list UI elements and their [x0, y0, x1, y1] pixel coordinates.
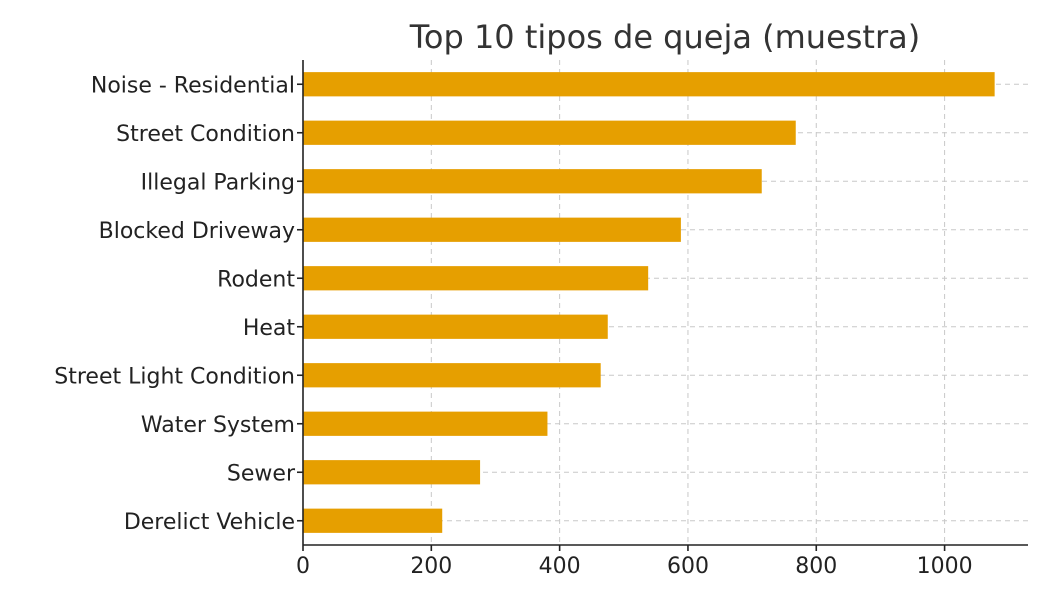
category-label: Heat — [243, 316, 296, 341]
x-axis-ticks: 0 200 400 600 800 1000 — [296, 83, 973, 579]
x-tick-label: 1000 — [917, 554, 973, 579]
bar — [303, 72, 995, 97]
category-label: Illegal Parking — [141, 170, 295, 195]
bar — [303, 363, 601, 388]
category-label: Blocked Driveway — [99, 219, 295, 244]
category-label: Rodent — [217, 267, 295, 292]
bar — [303, 508, 443, 533]
bar — [303, 411, 548, 436]
bars — [303, 72, 995, 533]
category-label: Street Condition — [116, 122, 295, 147]
x-tick-label: 200 — [410, 554, 452, 579]
x-tick-label: 800 — [795, 554, 837, 579]
x-tick-label: 400 — [539, 554, 581, 579]
chart-title: Top 10 tipos de queja (muestra) — [409, 18, 920, 56]
category-label: Sewer — [227, 461, 296, 486]
bar — [303, 120, 796, 145]
x-tick-label: 600 — [667, 554, 709, 579]
category-label: Street Light Condition — [54, 364, 295, 389]
bar — [303, 217, 681, 242]
bar — [303, 314, 608, 339]
x-tick-label: 0 — [296, 554, 310, 579]
bar — [303, 169, 762, 194]
category-label: Derelict Vehicle — [124, 510, 295, 535]
category-label: Water System — [141, 413, 295, 438]
bar — [303, 266, 649, 291]
category-labels: Noise - Residential Street Condition Illeg… — [54, 73, 296, 535]
bar — [303, 460, 481, 485]
category-label: Noise - Residential — [91, 73, 295, 98]
